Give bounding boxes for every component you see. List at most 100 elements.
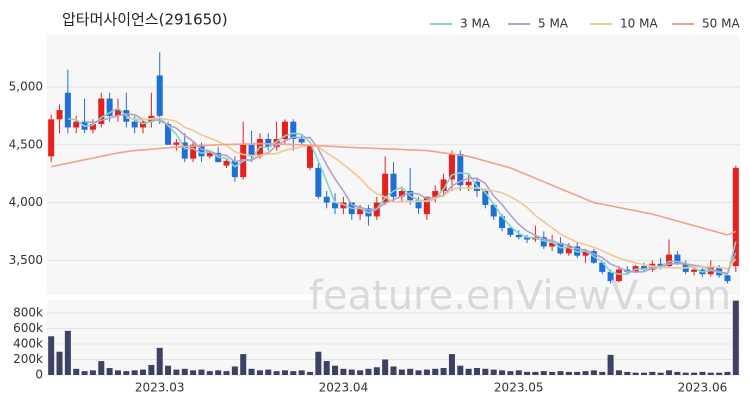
candle-body [465,181,472,186]
candle-body [190,144,197,159]
volume-bar [365,368,372,375]
volume-bar [332,365,339,375]
volume-bar [724,371,731,375]
candle-body [482,191,489,205]
candle-body [423,196,430,215]
volume-bar [524,371,531,375]
volume-bar [457,365,464,375]
candle-body [198,144,205,157]
y-tick-label: 200k [13,352,43,366]
x-tick-label: 2023.04 [319,381,369,395]
candle-body [307,144,314,168]
volume-bar [81,371,88,375]
volume-bar [156,347,163,375]
x-tick-label: 2023.06 [678,381,728,395]
candle-body [165,123,172,145]
y-tick-label: 400k [13,337,43,351]
volume-bar [398,369,405,375]
candle-body [106,98,113,116]
candle-body [140,121,147,128]
volume-bar [98,361,105,375]
volume-bar [473,368,480,375]
candle-body [265,139,272,148]
candle-body [440,179,447,191]
volume-bar [607,354,614,375]
volume-bar [716,372,723,375]
volume-bar [340,368,347,375]
volume-bar [223,371,230,375]
volume-bar [465,368,472,375]
candle-body [231,160,238,178]
volume-bar [582,371,589,375]
volume-bar [348,369,355,375]
volume-bar [699,371,706,375]
volume-bar [640,372,647,375]
candle-body [398,191,405,197]
volume-bar [574,371,581,375]
volume-bar [181,368,188,375]
volume-bar [599,371,606,375]
legend-label: 10 MA [620,17,658,31]
volume-bar [273,371,280,375]
candle-body [332,202,339,209]
ma-line [51,142,737,236]
legend-label: 3 MA [460,17,491,31]
volume-bar [140,369,147,375]
candle-body [565,246,572,254]
candle-body [248,144,255,157]
volume-bar [231,366,238,375]
candle-body [223,160,230,166]
candle-body [382,173,389,203]
candle-body [524,237,531,240]
volume-bar [106,368,113,375]
legend-label: 5 MA [538,17,569,31]
volume-bar [265,369,272,375]
candle-body [156,75,163,116]
candle-body [599,262,606,272]
volume-bar [657,372,664,375]
candle-body [499,216,506,228]
volume-bar [373,367,380,375]
volume-bar [281,370,288,375]
candle-body [615,269,622,282]
volume-bar [691,372,698,375]
candle-body [357,208,364,215]
volume-bar [540,371,547,375]
volume-bar [357,370,364,375]
volume-bar [390,366,397,375]
ma-line [126,117,737,270]
volume-bar [215,370,222,375]
volume-bar [423,369,430,375]
y-tick-label: 600k [13,321,43,335]
volume-bar [123,371,130,375]
candle-body [666,254,673,267]
candle-body [607,271,614,282]
volume-bar [56,351,63,375]
volume-bar [565,371,572,375]
volume-bar [482,368,489,375]
candle-body [432,191,439,197]
volume-bar [448,354,455,375]
chart-title: 압타머사이언스(291650) [62,11,228,29]
y-tick-label: 4,000 [9,195,43,209]
volume-bar [507,371,514,375]
y-tick-label: 4,500 [9,137,43,151]
candle-body [540,237,547,247]
volume-bar [198,369,205,375]
volume-bar [307,371,314,375]
y-tick-label: 0 [35,368,43,382]
candle-body [298,139,305,143]
candle-body [490,204,497,217]
volume-bar [131,370,138,375]
volume-bar [407,368,414,375]
candle-body [181,142,188,159]
candle-body [114,110,121,116]
volume-bar [649,371,656,375]
x-tick-label: 2023.03 [135,381,185,395]
volume-bar [490,369,497,375]
volume-bar [615,370,622,375]
volume-bar [240,354,247,375]
volume-bar [674,371,681,375]
candle-body [281,121,288,139]
